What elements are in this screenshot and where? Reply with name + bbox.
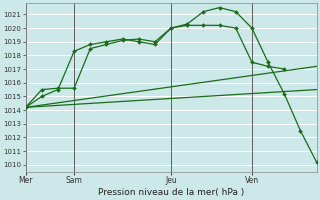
X-axis label: Pression niveau de la mer( hPa ): Pression niveau de la mer( hPa ) bbox=[98, 188, 244, 197]
